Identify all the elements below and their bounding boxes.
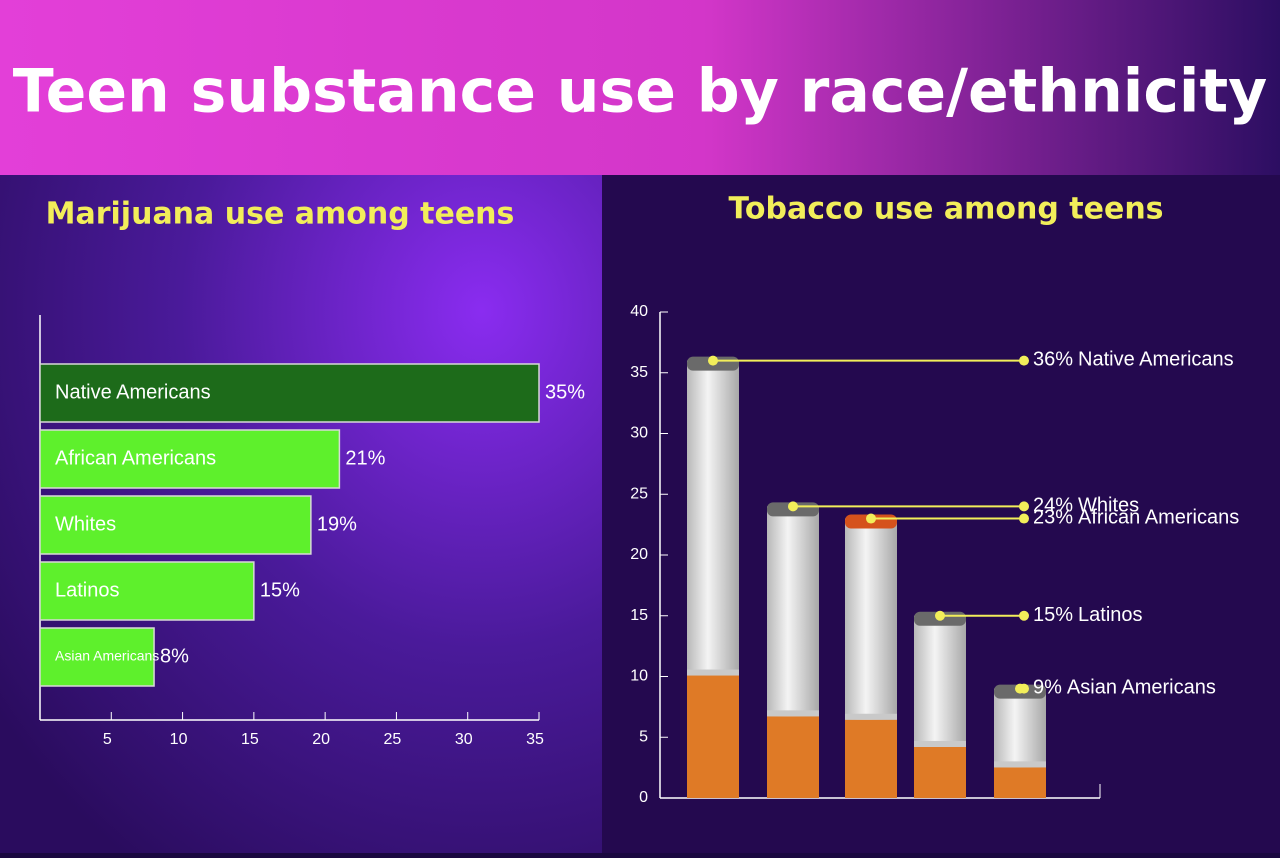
x-tick-label: 5: [103, 731, 112, 748]
pointer-dot: [1019, 610, 1029, 621]
band: [914, 740, 966, 747]
page-title: Teen substance use by race/ethnicity: [13, 57, 1268, 127]
value-label: 15%: [1033, 604, 1073, 626]
pointer-dot: [866, 513, 876, 524]
value-label: 9%: [1033, 677, 1062, 699]
band: [687, 669, 739, 676]
bar-label: Whites: [55, 513, 116, 535]
y-tick-label: 15: [630, 607, 648, 624]
pointer-dot: [1019, 513, 1029, 524]
pointer-dot: [708, 355, 718, 366]
y-tick-label: 20: [630, 546, 648, 563]
value-label: 23%: [1033, 507, 1073, 529]
filter: [914, 746, 966, 798]
band: [845, 713, 897, 720]
data-label: 9% Asian Americans: [1033, 677, 1216, 699]
filter: [994, 767, 1046, 798]
value-label: 21%: [345, 447, 385, 469]
pointer-dot: [788, 501, 798, 512]
y-tick-label: 5: [639, 728, 648, 745]
pointer-dot: [1019, 501, 1029, 512]
category-label: Latinos: [1078, 604, 1143, 626]
pointer-dot: [1019, 355, 1029, 366]
y-tick-label: 30: [630, 425, 648, 442]
y-tick-label: 10: [630, 668, 648, 685]
x-tick-label: 10: [170, 731, 188, 748]
data-label: 36% Native Americans: [1033, 349, 1234, 371]
data-label: 15% Latinos: [1033, 604, 1143, 626]
bar-label: Latinos: [55, 579, 120, 601]
bar: [39, 561, 255, 621]
value-label: 19%: [317, 513, 357, 535]
chart-title: Tobacco use among teens: [728, 192, 1163, 227]
value-label: 15%: [260, 579, 300, 601]
bar: [39, 627, 155, 687]
y-tick-label: 40: [630, 303, 648, 320]
bar: [39, 429, 341, 489]
x-tick-label: 30: [455, 731, 473, 748]
y-tick-label: 25: [630, 485, 648, 502]
value-label: 8%: [160, 645, 189, 667]
band: [767, 710, 819, 717]
category-label: African Americans: [1078, 507, 1239, 529]
pointer-dot: [1019, 683, 1029, 694]
data-label: 24% Whites: [1033, 495, 1139, 517]
x-tick-label: 15: [241, 731, 259, 748]
band: [994, 761, 1046, 768]
x-tick-label: 25: [384, 731, 402, 748]
category-label: Native Americans: [1078, 349, 1234, 371]
filter: [687, 675, 739, 798]
category-label: Asian Americans: [1067, 677, 1216, 699]
value-label: 24%: [1033, 495, 1073, 517]
pointer-dot: [935, 610, 945, 621]
bar-label: Native Americans: [55, 381, 211, 403]
x-tick-label: 20: [312, 731, 330, 748]
x-tick-label: 35: [526, 731, 544, 748]
filter: [767, 716, 819, 798]
y-tick-label: 0: [639, 789, 648, 806]
category-label: Whites: [1078, 495, 1139, 517]
y-tick-label: 35: [630, 364, 648, 381]
banner: [0, 0, 1280, 175]
bar: [39, 363, 540, 423]
filter: [845, 719, 897, 798]
data-label: 23% African Americans: [1033, 507, 1239, 529]
value-label: 35%: [545, 381, 585, 403]
bar: [39, 495, 312, 555]
chart-title: Marijuana use among teens: [46, 197, 515, 232]
value-label: 36%: [1033, 349, 1073, 371]
bar-label: Asian Americans: [55, 648, 159, 664]
bar-label: African Americans: [55, 447, 216, 469]
